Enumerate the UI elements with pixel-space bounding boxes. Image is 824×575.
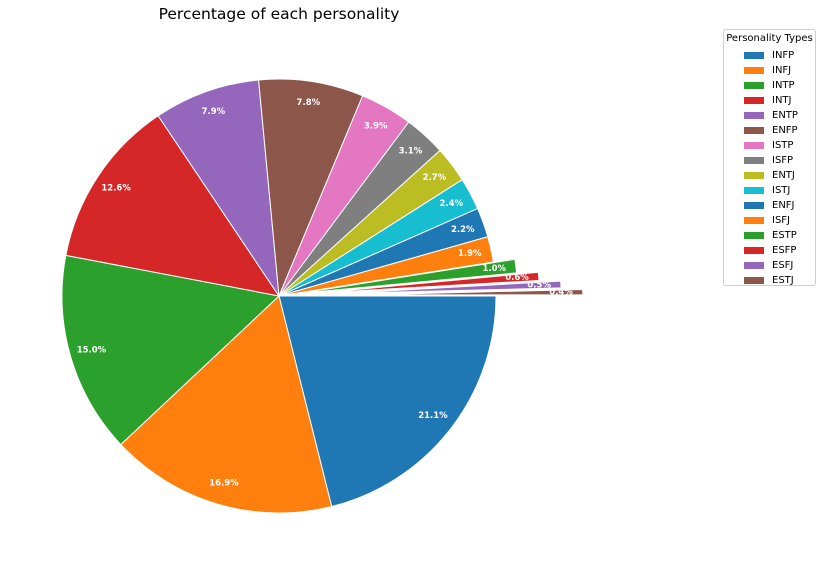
- legend-item-infj: INFJ: [744, 63, 798, 78]
- legend-swatch: [744, 202, 764, 209]
- legend-item-entp: ENTP: [744, 108, 798, 123]
- legend-label: ENTP: [772, 110, 798, 121]
- pie-label-enfp: 7.8%: [297, 98, 321, 108]
- legend-swatch: [744, 127, 764, 134]
- legend-label: ESFP: [772, 245, 797, 256]
- legend-swatch: [744, 97, 764, 104]
- legend-label: ESTP: [772, 230, 797, 241]
- pie-slice-esfp: [321, 271, 540, 294]
- pie-label-intj: 12.6%: [101, 183, 131, 193]
- legend-swatch: [744, 262, 764, 269]
- pie-label-entp: 7.9%: [202, 107, 226, 117]
- legend-swatch: [744, 157, 764, 164]
- legend-title: Personality Types: [726, 33, 813, 44]
- pie-slice-estj: [365, 288, 584, 296]
- chart-title: Percentage of each personality: [159, 5, 400, 23]
- pie-slice-entp: [157, 79, 280, 297]
- pie-label-istj: 2.4%: [440, 199, 464, 209]
- legend-swatch: [744, 247, 764, 254]
- pie-label-infp: 21.1%: [418, 411, 448, 421]
- legend-label: INFP: [772, 50, 795, 61]
- legend-label: INFJ: [772, 65, 792, 76]
- legend-swatch: [744, 52, 764, 59]
- pie-slice-estp: [300, 258, 518, 294]
- pie-slice-infp: [278, 295, 497, 508]
- legend-label: ESTJ: [772, 275, 794, 286]
- legend-label: ISFJ: [772, 215, 790, 226]
- pie-label-estj: 0.4%: [549, 287, 573, 297]
- legend-label: INTJ: [772, 95, 792, 106]
- legend: Personality Types INFP INFJ INTP INTJ ENTP EN…: [723, 29, 816, 286]
- legend-item-esfj: ESFJ: [744, 258, 798, 273]
- pie-slice-isfj: [278, 236, 494, 297]
- legend-label: ISTP: [772, 140, 794, 151]
- pie-label-esfp: 0.6%: [505, 273, 529, 283]
- pie-label-intp: 15.0%: [77, 345, 107, 355]
- legend-item-estp: ESTP: [744, 228, 798, 243]
- pie-percent-labels: 21.1% 16.9% 15.0% 12.6% 7.9% 7.8% 3.9% 3.1% 2.7%…: [77, 98, 574, 488]
- legend-items: INFP INFJ INTP INTJ ENTP ENFP ISTP ISFP ENTJ ISTJ…: [744, 48, 798, 288]
- legend-swatch: [744, 142, 764, 149]
- legend-label: ISTJ: [772, 185, 791, 196]
- legend-swatch: [744, 82, 764, 89]
- legend-item-isfp: ISFP: [744, 153, 798, 168]
- legend-label: INTP: [772, 80, 795, 91]
- legend-item-enfj: ENFJ: [744, 198, 798, 213]
- pie-slice-intj: [65, 115, 280, 297]
- legend-swatch: [744, 217, 764, 224]
- legend-item-isfj: ISFJ: [744, 213, 798, 228]
- legend-item-istj: ISTJ: [744, 183, 798, 198]
- legend-label: ENTJ: [772, 170, 795, 181]
- legend-swatch: [744, 112, 764, 119]
- pie-slice-intp: [61, 254, 280, 446]
- legend-swatch: [744, 172, 764, 179]
- pie-label-infj: 16.9%: [209, 478, 239, 488]
- legend-label: ENFJ: [772, 200, 795, 211]
- pie-slices: [61, 78, 584, 514]
- legend-item-enfp: ENFP: [744, 123, 798, 138]
- pie-slice-esfj: [343, 280, 562, 294]
- pie-slice-enfp: [258, 78, 364, 297]
- legend-item-intp: INTP: [744, 78, 798, 93]
- legend-swatch: [744, 232, 764, 239]
- legend-item-intj: INTJ: [744, 93, 798, 108]
- legend-item-esfp: ESFP: [744, 243, 798, 258]
- legend-label: ENFP: [772, 125, 798, 136]
- legend-item-estj: ESTJ: [744, 273, 798, 288]
- pie-label-estp: 1.0%: [482, 264, 506, 274]
- pie-label-enfj: 2.2%: [451, 225, 475, 235]
- legend-item-entj: ENTJ: [744, 168, 798, 183]
- pie-slice-infj: [120, 295, 333, 514]
- legend-label: ISFP: [772, 155, 794, 166]
- legend-label: ESFJ: [772, 260, 794, 271]
- legend-swatch: [744, 67, 764, 74]
- pie-label-entj: 2.7%: [423, 173, 447, 183]
- legend-swatch: [744, 277, 764, 284]
- pie-label-istp: 3.9%: [364, 121, 388, 131]
- legend-item-infp: INFP: [744, 48, 798, 63]
- legend-swatch: [744, 187, 764, 194]
- pie-label-esfj: 0.5%: [527, 280, 551, 290]
- pie-label-isfp: 3.1%: [399, 147, 423, 157]
- pie-label-isfj: 1.9%: [458, 249, 482, 259]
- legend-item-istp: ISTP: [744, 138, 798, 153]
